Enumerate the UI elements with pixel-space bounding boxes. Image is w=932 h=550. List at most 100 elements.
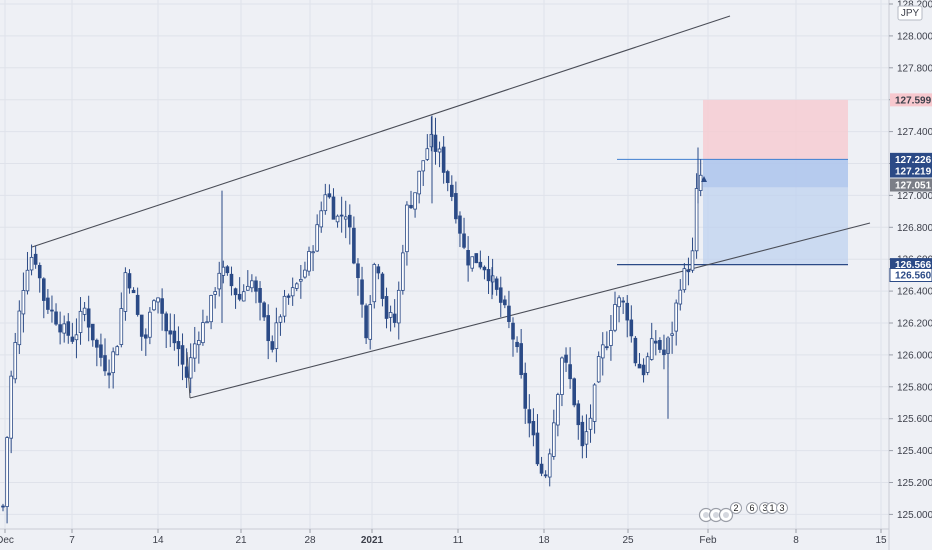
candle[interactable] — [286, 293, 291, 305]
candle[interactable] — [46, 289, 50, 314]
candle[interactable] — [347, 204, 352, 245]
candle[interactable] — [478, 250, 483, 270]
candle[interactable] — [58, 311, 62, 345]
candle[interactable] — [560, 356, 564, 407]
candle[interactable] — [241, 284, 246, 302]
candle[interactable] — [119, 292, 124, 348]
candle[interactable] — [539, 456, 544, 477]
candle[interactable] — [315, 214, 319, 253]
candle[interactable] — [180, 333, 185, 381]
candle[interactable] — [356, 258, 360, 296]
candle[interactable] — [694, 173, 699, 259]
candle[interactable] — [352, 216, 356, 265]
candle[interactable] — [527, 394, 532, 438]
candle[interactable] — [698, 159, 703, 197]
candle[interactable] — [605, 331, 609, 351]
candle[interactable] — [17, 300, 22, 355]
candle[interactable] — [511, 317, 515, 357]
candle[interactable] — [658, 337, 662, 354]
candle[interactable] — [568, 347, 572, 389]
candle[interactable] — [625, 295, 630, 338]
candle[interactable] — [576, 400, 581, 440]
candle[interactable] — [633, 336, 638, 367]
candle[interactable] — [123, 267, 128, 321]
candle[interactable] — [188, 343, 193, 394]
candle[interactable] — [543, 470, 548, 479]
candle[interactable] — [205, 315, 209, 324]
candle[interactable] — [78, 297, 83, 345]
candle[interactable] — [266, 304, 270, 360]
candle[interactable] — [519, 328, 523, 379]
candle[interactable] — [417, 170, 421, 204]
candle[interactable] — [690, 237, 695, 273]
candle[interactable] — [245, 270, 250, 291]
candle[interactable] — [254, 276, 258, 304]
candle[interactable] — [531, 408, 536, 447]
candle[interactable] — [552, 409, 556, 460]
event-count-marker[interactable] — [776, 502, 788, 514]
candle[interactable] — [401, 244, 405, 295]
candle[interactable] — [172, 314, 177, 351]
candle[interactable] — [445, 169, 450, 192]
candle[interactable] — [466, 236, 470, 282]
candle[interactable] — [682, 263, 687, 293]
candle[interactable] — [421, 160, 426, 186]
candle[interactable] — [470, 256, 474, 272]
candle[interactable] — [311, 245, 315, 272]
candle[interactable] — [425, 134, 430, 162]
candle[interactable] — [641, 358, 646, 383]
candle[interactable] — [290, 277, 295, 306]
candle[interactable] — [678, 279, 683, 311]
candle[interactable] — [556, 392, 560, 437]
candle[interactable] — [131, 287, 136, 294]
candle[interactable] — [299, 264, 303, 299]
candle[interactable] — [433, 117, 438, 165]
candle[interactable] — [384, 287, 389, 329]
candle[interactable] — [62, 315, 66, 343]
candle[interactable] — [372, 262, 377, 309]
candle[interactable] — [600, 332, 605, 376]
candle[interactable] — [609, 314, 613, 361]
candle[interactable] — [323, 183, 328, 215]
candle[interactable] — [201, 309, 205, 346]
candle[interactable] — [1, 503, 5, 512]
candle[interactable] — [364, 303, 368, 345]
candle[interactable] — [152, 299, 156, 312]
candle[interactable] — [184, 348, 189, 389]
candle[interactable] — [327, 184, 332, 199]
candle[interactable] — [449, 175, 454, 202]
candle[interactable] — [343, 200, 348, 239]
candle[interactable] — [303, 261, 307, 279]
candle[interactable] — [535, 414, 540, 466]
candle[interactable] — [70, 322, 75, 344]
candle[interactable] — [225, 265, 230, 276]
candle[interactable] — [42, 277, 46, 319]
candle[interactable] — [21, 272, 26, 333]
candle[interactable] — [515, 336, 519, 353]
time-axis[interactable]: Dec 7 14 21 28 2021 11 18 25 Feb 8 15 — [0, 529, 887, 546]
candle[interactable] — [135, 287, 140, 317]
candle[interactable] — [250, 274, 254, 293]
candle[interactable] — [111, 347, 115, 389]
candle[interactable] — [282, 289, 287, 323]
candle[interactable] — [229, 266, 234, 296]
candle[interactable] — [392, 299, 397, 328]
candle[interactable] — [429, 116, 434, 152]
candle[interactable] — [588, 404, 593, 443]
candle[interactable] — [5, 436, 9, 524]
candle[interactable] — [278, 314, 283, 336]
candle[interactable] — [270, 335, 275, 353]
candle[interactable] — [86, 295, 91, 342]
candle[interactable] — [13, 332, 18, 384]
candle[interactable] — [580, 415, 585, 459]
candle[interactable] — [90, 323, 95, 347]
candle[interactable] — [437, 141, 442, 168]
candle[interactable] — [649, 322, 654, 361]
candle[interactable] — [686, 257, 691, 286]
candle[interactable] — [613, 291, 617, 333]
candle[interactable] — [617, 295, 621, 323]
candle[interactable] — [29, 244, 34, 276]
candle[interactable] — [294, 282, 299, 292]
